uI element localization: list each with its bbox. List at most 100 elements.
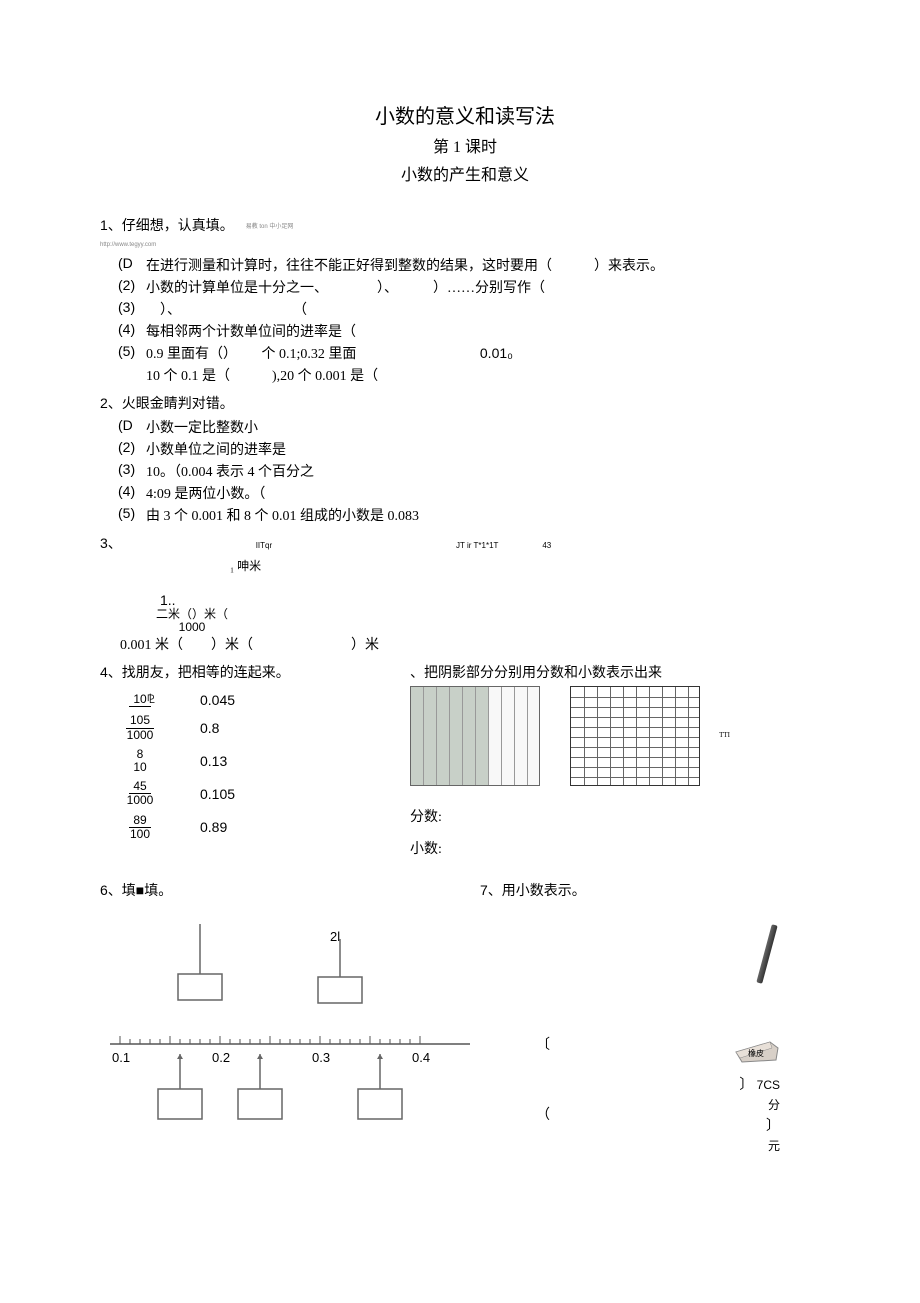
match-frac-1-den: 1000 bbox=[123, 729, 158, 742]
lower-box-2 bbox=[230, 1054, 290, 1134]
q1-label-5: (5) bbox=[118, 343, 146, 359]
question-2: 2、火眼金睛判对错。 (D 小数一定比整数小 (2) 小数单位之间的进率是 (3… bbox=[100, 393, 830, 525]
question-6: 6、填■填。 bbox=[100, 880, 480, 904]
title-lesson: 第 1 课时 bbox=[100, 133, 830, 157]
q2-head: 2、火眼金睛判对错。 bbox=[100, 393, 830, 413]
upper-box-1 bbox=[170, 924, 230, 1004]
q3-line3-den: 1000 bbox=[179, 621, 206, 634]
q3-small-3: 43 bbox=[542, 541, 551, 550]
q3-line3-wrap: 二米（）米（ 1000 bbox=[150, 608, 830, 634]
q3-small-2: JT ir T*1*1T bbox=[456, 541, 498, 550]
label-fen: 分 bbox=[768, 1098, 780, 1112]
worksheet-page: 小数的意义和读写法 第 1 课时 小数的产生和意义 1、仔细想，认真填。 易教 … bbox=[0, 0, 920, 1214]
lower-box-3 bbox=[350, 1054, 410, 1134]
match-frac-1-num: 105 bbox=[126, 714, 154, 728]
tick-01: 0.1 bbox=[112, 1050, 130, 1065]
match-frac-3-num: 45 bbox=[129, 780, 150, 794]
q2-text-4: 4:09 是两位小数。（ bbox=[146, 483, 830, 503]
q1-text-2b: ）、 （ bbox=[146, 299, 830, 319]
q3-line4: 0.001 米（ ）米（ ）米 bbox=[120, 634, 830, 654]
q1-label-3: (3) bbox=[118, 299, 146, 315]
q1-item-5: 10 个 0.1 是（ ),20 个 0.001 是（ bbox=[118, 365, 830, 385]
question-4-5: 4、找朋友，把相等的连起来。 10⅊ 0.045 105 bbox=[100, 662, 830, 870]
q1-item-2b: (3) ）、 （ bbox=[118, 299, 830, 319]
q2-text-2: 小数单位之间的进率是 bbox=[146, 439, 830, 459]
q1-item-1: (D 在进行测量和计算时，往往不能正好得到整数的结果，这时要用（ ）来表示。 bbox=[118, 255, 830, 275]
match-frac-4: 89 100 bbox=[126, 814, 154, 841]
q4-matches: 10⅊ 0.045 105 1000 0.8 bbox=[100, 692, 410, 841]
question-7: 7、用小数表示。 bbox=[480, 880, 830, 904]
match-frac-4-num: 89 bbox=[129, 814, 150, 828]
match-frac-0-num: 10⅊ bbox=[129, 693, 150, 707]
question-6-7-row: 6、填■填。 7、用小数表示。 bbox=[100, 880, 830, 904]
tick-04: 0.4 bbox=[412, 1050, 430, 1065]
match-row-2: 8 10 0.13 bbox=[100, 748, 410, 774]
q2-label-5: (5) bbox=[118, 505, 146, 521]
match-dec-3: 0.105 bbox=[200, 786, 235, 802]
q2-item-1: (D 小数一定比整数小 bbox=[118, 417, 830, 437]
q2-label-1: (D bbox=[118, 417, 146, 433]
match-dec-4: 0.89 bbox=[200, 819, 227, 835]
q2-items: (D 小数一定比整数小 (2) 小数单位之间的进率是 (3) 10。（0.004… bbox=[100, 417, 830, 525]
source-note-1: 易教 ton 中小足网 bbox=[246, 224, 294, 230]
q6-head: 6、填■填。 bbox=[100, 880, 480, 900]
title-topic: 小数的产生和意义 bbox=[100, 161, 830, 185]
lower-box-1 bbox=[150, 1054, 210, 1134]
q3-line1: ₁ 呻米 bbox=[230, 557, 830, 574]
shaded-box-grid bbox=[570, 686, 700, 786]
q3-head-text: 3、 bbox=[100, 535, 122, 551]
title-main: 小数的意义和读写法 bbox=[100, 100, 830, 129]
answer-decimal: 小数: bbox=[410, 838, 830, 858]
shaded-images: TTI bbox=[410, 686, 830, 786]
q4-head: 4、找朋友，把相等的连起来。 bbox=[100, 662, 410, 682]
q5-head: 、把阴影部分分别用分数和小数表示出来 bbox=[410, 662, 830, 682]
q1-item-3: (4) 每相邻两个计数单位间的进率是（ bbox=[118, 321, 830, 341]
tick-03: 0.3 bbox=[312, 1050, 330, 1065]
match-row-1: 105 1000 0.8 bbox=[100, 714, 410, 741]
q2-text-3: 10。（0.004 表示 4 个百分之 bbox=[146, 461, 830, 481]
pencil-icon bbox=[756, 925, 777, 985]
q1-head-text: 1、仔细想，认真填。 bbox=[100, 217, 234, 233]
source-note-2: http://www.tegyy.com bbox=[100, 242, 156, 248]
right-labels: 〕 7CS 分 〕 元 bbox=[739, 1074, 780, 1154]
q1-label-4: (4) bbox=[118, 321, 146, 337]
match-frac-2-den: 10 bbox=[129, 761, 150, 774]
q1-label-1: (D bbox=[118, 255, 146, 271]
q5-right: 、把阴影部分分别用分数和小数表示出来 bbox=[410, 662, 830, 870]
q2-label-4: (4) bbox=[118, 483, 146, 499]
diagram-area: 2l bbox=[100, 924, 830, 1154]
question-3: 3、 IITqr JT ir T*1*1T 43 ₁ 呻米 1.. 二米（）米（… bbox=[100, 533, 830, 654]
label-7cs: 7CS bbox=[757, 1078, 780, 1092]
box2-tiny: TTI bbox=[719, 731, 730, 739]
q3-head: 3、 IITqr JT ir T*1*1T 43 bbox=[100, 533, 830, 553]
q1-text-1: 在进行测量和计算时，往往不能正好得到整数的结果，这时要用（ ）来表示。 bbox=[146, 255, 830, 275]
bracket-2: （ bbox=[536, 1104, 550, 1124]
q1-item-4: (5) 0.9 里面有（） 个 0.1;0.32 里面 0.01₀ bbox=[118, 343, 830, 363]
q2-label-3: (3) bbox=[118, 461, 146, 477]
question-1: 1、仔细想，认真填。 易教 ton 中小足网 http://www.tegyy.… bbox=[100, 215, 830, 385]
match-dec-2: 0.13 bbox=[200, 753, 227, 769]
q1-text-4b: 0.01₀ bbox=[480, 345, 513, 361]
tick-02: 0.2 bbox=[212, 1050, 230, 1065]
q1-head: 1、仔细想，认真填。 易教 ton 中小足网 http://www.tegyy.… bbox=[100, 215, 830, 251]
label-yuan: 元 bbox=[768, 1139, 780, 1153]
q1-items: (D 在进行测量和计算时，往往不能正好得到整数的结果，这时要用（ ）来表示。 (… bbox=[100, 255, 830, 385]
match-row-3: 45 1000 0.105 bbox=[100, 780, 410, 807]
q2-text-5: 由 3 个 0.001 和 8 个 0.01 组成的小数是 0.083 bbox=[146, 505, 830, 525]
q2-item-4: (4) 4:09 是两位小数。（ bbox=[118, 483, 830, 503]
q2-item-5: (5) 由 3 个 0.001 和 8 个 0.01 组成的小数是 0.083 bbox=[118, 505, 830, 525]
match-frac-0: 10⅊ bbox=[129, 693, 150, 707]
q3-frac: 二米（）米（ 1000 bbox=[156, 608, 228, 634]
q1-text-5: 10 个 0.1 是（ ),20 个 0.001 是（ bbox=[146, 365, 830, 385]
match-dec-0: 0.045 bbox=[200, 692, 235, 708]
eraser-icon: 橡皮 bbox=[732, 1034, 780, 1064]
match-frac-4-den: 100 bbox=[126, 828, 154, 841]
q1-text-4a: 0.9 里面有（） 个 0.1;0.32 里面 bbox=[146, 347, 356, 362]
bracket-1: 〔 bbox=[536, 1034, 550, 1054]
match-frac-2: 8 10 bbox=[129, 748, 150, 774]
answer-fraction: 分数: bbox=[410, 806, 830, 826]
q1-text-4: 0.9 里面有（） 个 0.1;0.32 里面 0.01₀ bbox=[146, 343, 830, 363]
q7-head: 7、用小数表示。 bbox=[480, 880, 830, 900]
q1-text-2a: 小数的计算单位是十分之一、 ）、 ）……分别写作（ bbox=[146, 277, 830, 297]
title-block: 小数的意义和读写法 第 1 课时 小数的产生和意义 bbox=[100, 100, 830, 185]
